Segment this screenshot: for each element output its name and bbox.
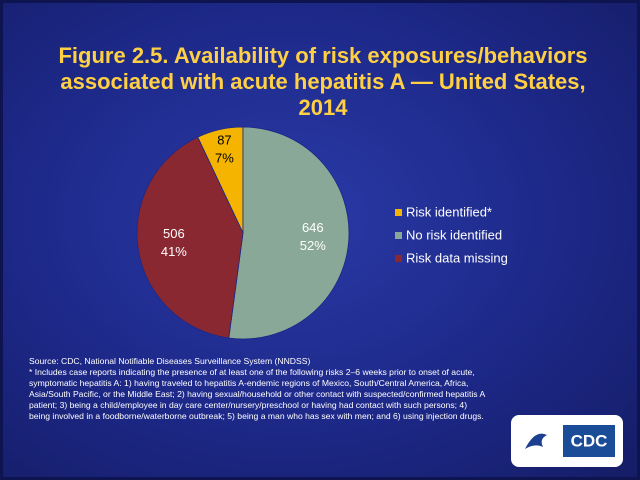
- cdc-logo: CDC: [511, 415, 623, 467]
- pie-slice: [136, 136, 244, 339]
- logo-text: CDC: [571, 431, 608, 450]
- data-label: 877%: [215, 133, 234, 166]
- legend-swatch: [395, 232, 402, 239]
- percent-label: 7%: [215, 151, 234, 166]
- legend-swatch: [395, 255, 402, 262]
- legend-label: Risk identified*: [406, 204, 492, 219]
- value-label: 646: [302, 220, 324, 235]
- percent-label: 41%: [161, 244, 187, 259]
- notes: Source: CDC, National Notifiable Disease…: [29, 356, 489, 422]
- legend-swatch: [395, 209, 402, 216]
- legend-label: No risk identified: [406, 227, 502, 242]
- logo-eagle: [525, 433, 547, 449]
- pie-slice: [228, 126, 350, 340]
- value-label: 506: [163, 226, 185, 241]
- logo-cdc-box: [563, 425, 615, 457]
- value-label: 87: [217, 133, 231, 148]
- source: Source: CDC, National Notifiable Disease…: [29, 356, 311, 366]
- legend-label: Risk data missing: [406, 250, 508, 265]
- percent-label: 52%: [300, 238, 326, 253]
- footnote: * Includes case reports indicating the p…: [29, 367, 485, 421]
- chart-title: Figure 2.5. Availability of risk exposur…: [58, 43, 588, 120]
